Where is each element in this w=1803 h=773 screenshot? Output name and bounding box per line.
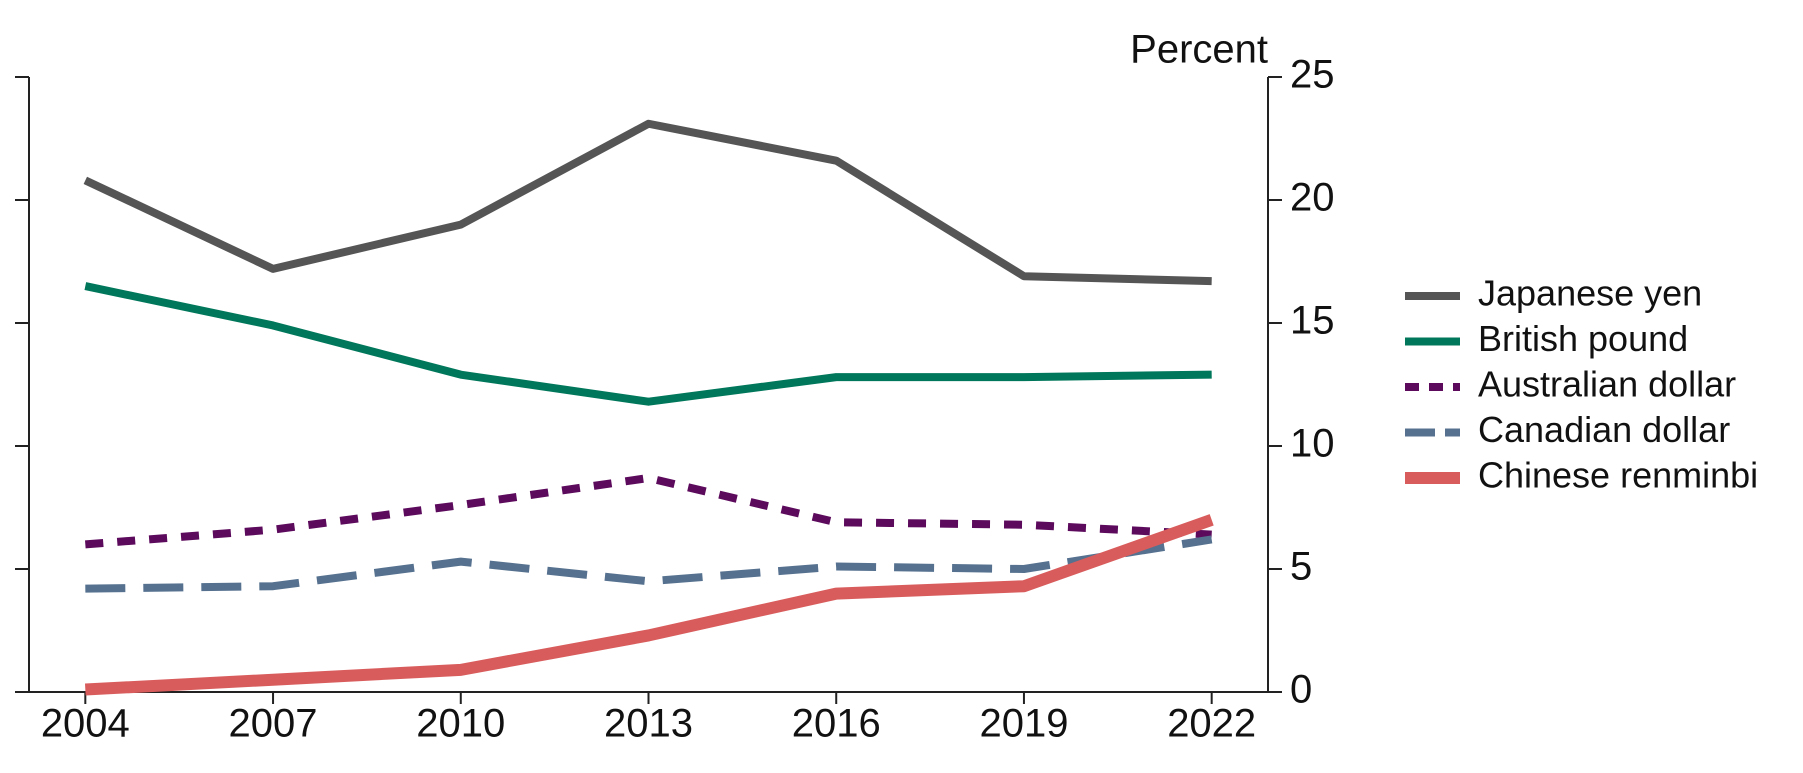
y-tick-label: 20 — [1290, 176, 1335, 220]
x-tick-label: 2007 — [229, 702, 318, 746]
x-tick-label: 2004 — [41, 702, 130, 746]
legend-label: Australian dollar — [1478, 364, 1736, 405]
y-tick-label: 5 — [1290, 545, 1312, 589]
x-tick-label: 2010 — [416, 702, 505, 746]
y-tick-label: 10 — [1290, 422, 1335, 466]
legend-label: Chinese renminbi — [1478, 455, 1758, 496]
x-tick-label: 2013 — [604, 702, 693, 746]
y-tick-label: 0 — [1290, 668, 1312, 712]
series-line — [85, 473, 1212, 549]
series-line — [85, 535, 1213, 593]
y-tick-label: 25 — [1290, 53, 1335, 97]
legend-label: Japanese yen — [1478, 273, 1702, 314]
x-tick-label: 2019 — [979, 702, 1068, 746]
series-line — [84, 282, 1212, 406]
legend-label: British pound — [1478, 318, 1688, 359]
y-axis-label: Percent — [1130, 28, 1268, 72]
series-line — [83, 119, 1212, 286]
series-line — [85, 514, 1214, 696]
legend-label: Canadian dollar — [1478, 409, 1730, 450]
y-tick-label: 15 — [1290, 299, 1335, 343]
x-tick-label: 2022 — [1167, 702, 1256, 746]
x-tick-label: 2016 — [792, 702, 881, 746]
